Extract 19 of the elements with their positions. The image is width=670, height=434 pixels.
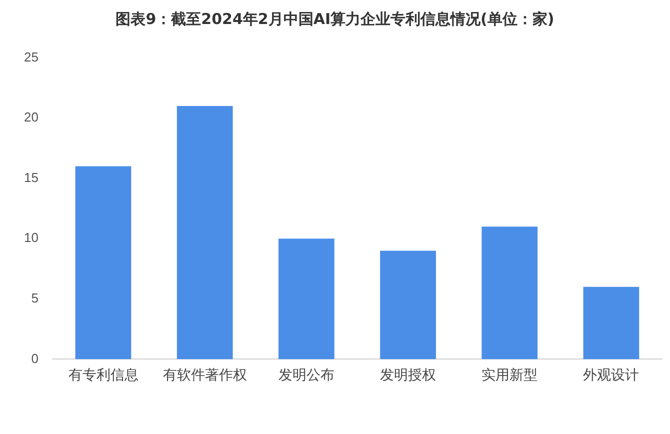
y-tick-label: 15 (24, 170, 38, 185)
x-tick-label: 有专利信息 (68, 366, 138, 382)
bar (278, 238, 334, 360)
chart-title: 图表9：截至2024年2月中国AI算力企业专利信息情况(单位：家) (114, 10, 556, 29)
y-tick-label: 20 (24, 110, 38, 125)
x-tick-label: 实用新型 (482, 366, 538, 382)
bar (482, 226, 538, 360)
x-tick-label: 发明公布 (278, 366, 334, 382)
bar (176, 106, 233, 360)
bar (583, 286, 640, 360)
y-tick-label: 25 (24, 49, 38, 64)
x-tick-label: 发明授权 (380, 366, 436, 382)
x-tick-label: 有软件著作权 (162, 366, 247, 382)
y-tick-label: 5 (31, 290, 38, 306)
bar (75, 166, 132, 360)
y-tick-label: 0 (31, 350, 38, 366)
y-tick-label: 10 (24, 230, 38, 246)
bar (380, 250, 436, 360)
x-tick-label: 外观设计 (583, 366, 640, 382)
